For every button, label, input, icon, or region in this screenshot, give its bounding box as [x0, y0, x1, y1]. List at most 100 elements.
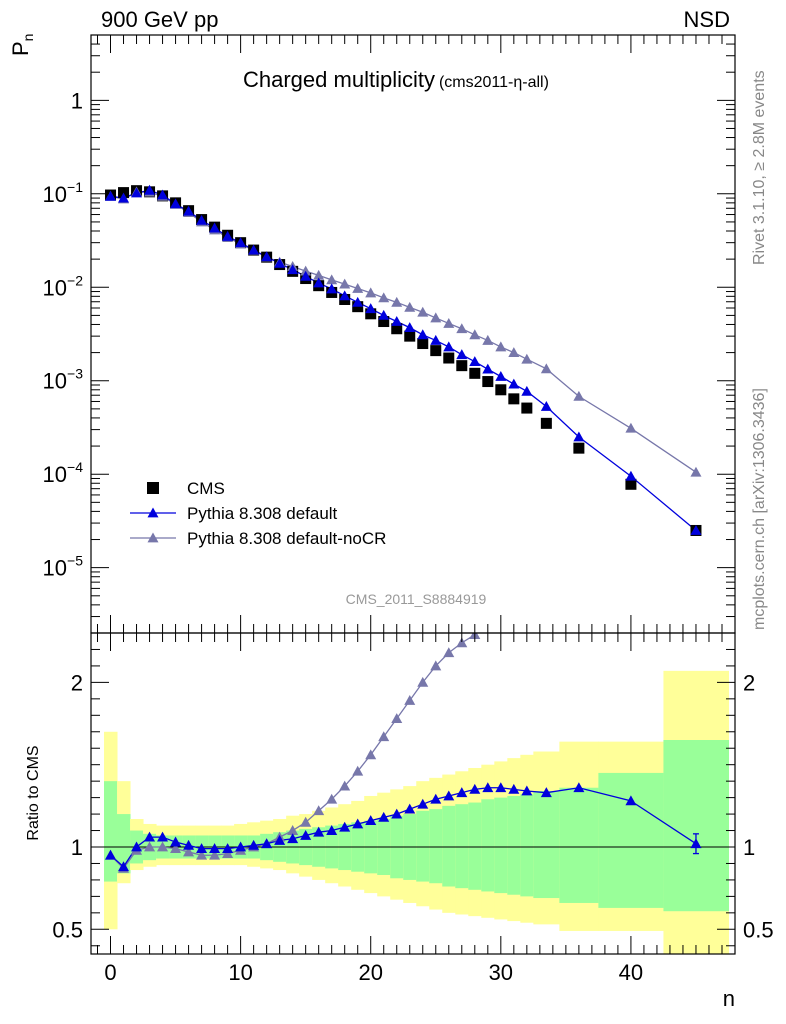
nocr-point	[430, 312, 442, 323]
default-point	[183, 205, 195, 216]
ratio-default-point	[235, 841, 247, 852]
cms-point	[417, 338, 429, 350]
cms-point	[482, 376, 494, 388]
band-inner	[663, 740, 729, 912]
default-point	[365, 303, 377, 314]
legend-label: Pythia 8.308 default	[187, 504, 338, 523]
x-tick-label: 0	[104, 960, 116, 985]
side-text-upper: Rivet 3.1.10, ≥ 2.8M events	[751, 70, 768, 265]
ratio-nocr-point	[326, 793, 338, 804]
default-point	[339, 290, 351, 301]
nocr-point	[313, 269, 325, 280]
default-point	[540, 401, 552, 411]
x-tick-label: 40	[619, 960, 643, 985]
default-point	[417, 329, 429, 340]
nocr-point	[495, 341, 507, 352]
ratio-nocr-point	[378, 731, 390, 742]
nocr-point	[417, 306, 429, 317]
lower-y-tick-label-left: 1	[71, 835, 83, 860]
default-point	[105, 190, 117, 201]
band-inner	[507, 795, 521, 895]
ratio-nocr-point	[183, 846, 195, 857]
cms-point	[625, 478, 637, 490]
band-inner	[442, 805, 456, 887]
nocr-point	[352, 283, 364, 293]
nocr-point	[443, 317, 455, 328]
ratio-nocr-point	[456, 637, 468, 648]
nocr-point	[456, 323, 468, 334]
cms-point	[521, 402, 533, 414]
ratio-nocr-point	[391, 713, 403, 723]
cms-point	[391, 323, 403, 335]
ratio-default-point	[313, 826, 325, 837]
default-point	[690, 524, 702, 535]
ratio-default-point	[183, 839, 195, 850]
ratio-nocr-point	[287, 825, 299, 835]
lower-y-tick-label-right: 2	[743, 670, 755, 695]
upper-y-tick-label: 10−5	[43, 553, 84, 581]
upper-y-tick-exponent: −4	[67, 459, 83, 475]
ratio-default-point	[430, 793, 442, 804]
ratio-default-point	[391, 808, 403, 819]
x-axis-label: n	[723, 986, 735, 1011]
ratio-nocr-point	[313, 805, 325, 816]
default-point	[261, 251, 273, 262]
cms-point	[508, 393, 520, 405]
band-inner	[533, 791, 560, 899]
lower-y-tick-label-left: 2	[71, 670, 83, 695]
ratio-nocr-point	[352, 765, 364, 776]
nocr-point	[521, 353, 533, 364]
default-point	[482, 363, 494, 374]
upper-y-tick-label: 10−1	[43, 179, 84, 207]
ratio-default-point	[326, 825, 338, 835]
svg-text:Pn: Pn	[8, 34, 36, 56]
ratio-default-point	[521, 785, 533, 796]
upper-y-tick-label: 10−3	[43, 366, 84, 394]
ratio-nocr-point	[404, 694, 416, 705]
nocr-point	[404, 301, 416, 312]
cms-point	[540, 417, 552, 429]
chart-title-main: Charged multiplicity	[243, 67, 435, 92]
ratio-default-point	[105, 849, 117, 860]
upper-y-tick-label: 10−4	[43, 459, 84, 487]
x-tick-label: 20	[358, 960, 382, 985]
upper-y-tick-label: 1	[71, 88, 83, 113]
band-inner	[416, 810, 430, 882]
ratio-default-point	[625, 795, 637, 806]
cms-point	[469, 367, 481, 379]
upper-y-tick-label: 10−2	[43, 272, 84, 300]
ratio-default-point	[495, 782, 507, 793]
header-right: NSD	[684, 7, 730, 32]
band-inner	[559, 787, 599, 903]
x-tick-label: 10	[228, 960, 252, 985]
ratio-nocr-point	[157, 841, 169, 852]
ratio-nocr-point	[365, 749, 377, 760]
cms-point	[443, 352, 455, 364]
ratio-default-point	[378, 811, 390, 822]
nocr-point	[391, 296, 403, 307]
ratio-nocr-point	[144, 841, 156, 852]
ratio-default-point	[443, 790, 455, 801]
nocr-point	[326, 274, 338, 285]
ratio-default-point	[248, 839, 260, 850]
cms-point	[495, 384, 507, 396]
default-point	[170, 198, 182, 209]
legend: CMS Pythia 8.308 default Pythia 8.308 defa…	[130, 479, 386, 548]
series-line-nocr	[110, 191, 697, 473]
default-point	[391, 316, 403, 326]
header-left: 900 GeV pp	[101, 7, 218, 32]
default-point	[521, 385, 533, 396]
ratio-default-point	[118, 861, 130, 872]
nocr-point	[625, 422, 637, 433]
ratio-default-point	[352, 818, 364, 829]
ratio-default-point	[287, 833, 299, 844]
upper-y-tick-exponent: −3	[67, 366, 83, 382]
default-point	[469, 356, 481, 367]
ratio-default-point	[300, 829, 312, 840]
band-inner	[104, 781, 118, 882]
chart-title-sub: (cms2011-η-all)	[439, 74, 549, 91]
upper-y-tick-base: 1	[71, 88, 83, 113]
lower-y-tick-label-right: 1	[743, 835, 755, 860]
upper-y-tick-exponent: −1	[67, 179, 83, 195]
ratio-nocr-point	[430, 660, 442, 671]
